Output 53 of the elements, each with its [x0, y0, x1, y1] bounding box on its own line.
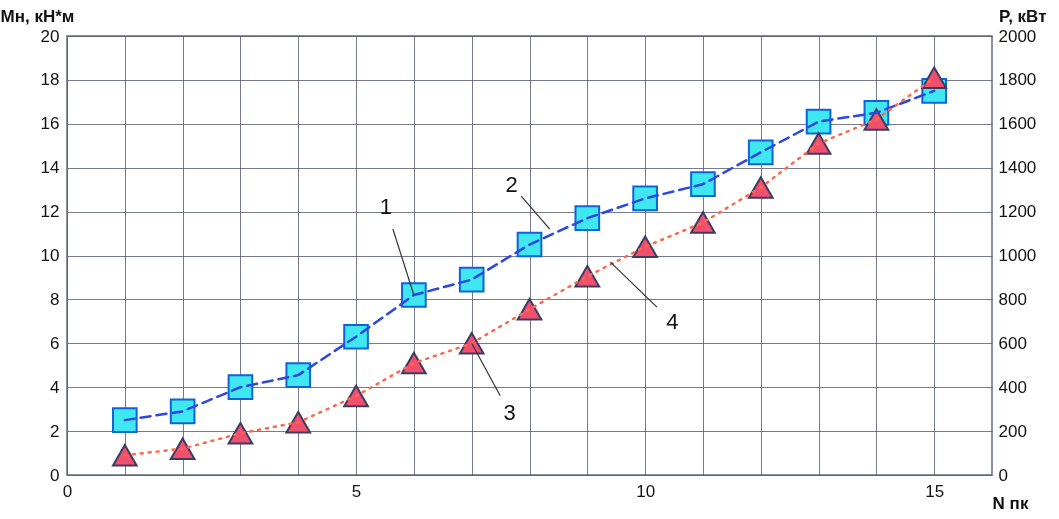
y-tick-label: 4	[50, 377, 60, 397]
point	[169, 437, 196, 460]
point	[227, 374, 254, 401]
point	[574, 205, 601, 232]
point	[747, 176, 774, 199]
y2-tick-label: 1600	[998, 114, 1037, 134]
x-tick-label: 5	[351, 481, 362, 501]
point	[401, 351, 427, 375]
point	[747, 139, 774, 166]
annotation: 4	[666, 309, 679, 335]
y-tick-label: 0	[50, 465, 60, 485]
point	[632, 185, 658, 212]
point	[343, 384, 369, 408]
y2-tick-label: 1400	[998, 158, 1037, 178]
x-axis-title: N пк	[992, 493, 1029, 513]
y2-tick-label: 400	[998, 377, 1027, 397]
point	[690, 211, 716, 234]
x-tick-label: 15	[925, 481, 945, 501]
y2-tick-label: 0	[998, 465, 1008, 485]
y-tick-label: 18	[40, 70, 60, 90]
y-axis-title: Мн, кН*м	[0, 6, 75, 26]
point	[111, 444, 138, 467]
y2-tick-label: 800	[998, 289, 1027, 309]
y-tick-label: 6	[50, 333, 60, 353]
y-tick-label: 12	[40, 202, 60, 222]
point	[111, 407, 138, 433]
annotation: 3	[503, 400, 516, 426]
point	[227, 422, 254, 445]
y2-tick-label: 1200	[998, 202, 1037, 222]
point	[805, 132, 832, 155]
point	[690, 171, 716, 197]
y2-tick-label: 1000	[998, 246, 1037, 265]
point	[285, 411, 312, 434]
y-tick-label: 10	[40, 246, 60, 265]
point	[343, 323, 369, 350]
y-tick-label: 8	[50, 289, 60, 309]
point	[632, 235, 658, 258]
x-tick-label: 10	[636, 481, 656, 501]
y2-tick-label: 2000	[998, 26, 1037, 46]
point	[458, 266, 485, 293]
point	[921, 66, 948, 89]
y-tick-label: 16	[40, 114, 60, 134]
y-tick-label: 14	[40, 158, 60, 178]
y2-tick-label: 600	[998, 333, 1027, 353]
y-tick-label: 2	[50, 421, 60, 441]
point	[574, 265, 601, 288]
annotation: 2	[505, 172, 518, 198]
point	[285, 362, 312, 388]
y2-tick-label: 1800	[998, 70, 1037, 90]
y-tick-label: 20	[40, 26, 60, 46]
y2-tick-label: 200	[998, 421, 1027, 441]
y2-axis-title: P, кВт	[999, 6, 1047, 26]
point	[516, 298, 543, 321]
